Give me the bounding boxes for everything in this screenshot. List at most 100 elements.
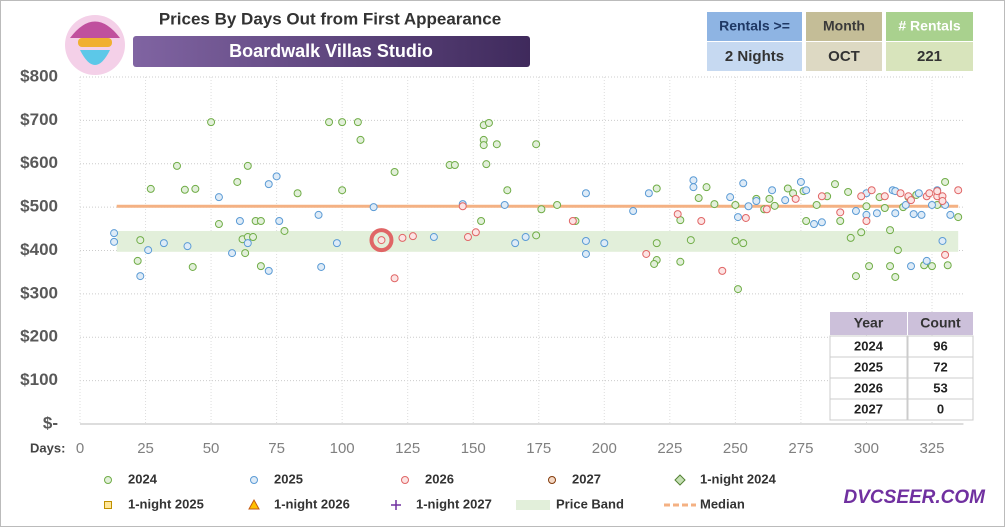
point xyxy=(896,189,905,198)
table-cell xyxy=(907,398,974,421)
point xyxy=(781,196,790,205)
point xyxy=(243,161,252,170)
point xyxy=(907,196,916,205)
info-header-cell xyxy=(707,12,802,41)
point xyxy=(652,184,661,193)
table-value: 72 xyxy=(933,359,947,374)
point xyxy=(532,140,541,149)
point xyxy=(726,193,735,202)
point xyxy=(938,197,947,206)
point xyxy=(398,233,407,242)
info-value-cell xyxy=(806,42,882,71)
point xyxy=(817,192,826,201)
x-axis-label: Days: xyxy=(30,440,65,455)
point xyxy=(812,200,821,209)
point xyxy=(851,272,860,281)
point xyxy=(697,217,706,226)
table-header: Count xyxy=(920,315,961,331)
legend-label: 1-night 2025 xyxy=(128,496,204,511)
y-tick-label: $700 xyxy=(20,110,58,129)
legend-label: Median xyxy=(700,496,745,511)
point xyxy=(752,197,761,206)
point xyxy=(731,200,740,209)
point xyxy=(172,161,181,170)
point xyxy=(521,233,530,242)
point xyxy=(836,208,845,217)
point xyxy=(338,186,347,195)
point xyxy=(941,177,950,186)
info-header-cell xyxy=(886,12,973,41)
point xyxy=(954,213,963,222)
point xyxy=(458,202,467,211)
point xyxy=(553,200,562,209)
legend-label: 2026 xyxy=(425,471,454,486)
chart-title: Prices By Days Out from First Appearance xyxy=(159,9,501,28)
point xyxy=(791,194,800,203)
point xyxy=(909,210,918,219)
table-value: 2026 xyxy=(854,380,883,395)
point xyxy=(390,274,399,283)
y-tick-label: $300 xyxy=(20,283,58,302)
point xyxy=(537,205,546,214)
point xyxy=(694,194,703,203)
point xyxy=(243,239,252,248)
point xyxy=(568,217,577,226)
y-tick-label: $- xyxy=(43,413,58,432)
point xyxy=(733,285,742,294)
legend-label: Price Band xyxy=(556,496,624,511)
x-tick-label: 200 xyxy=(592,440,617,457)
x-tick-label: 75 xyxy=(268,440,285,457)
point xyxy=(317,262,326,271)
point xyxy=(429,233,438,242)
table-value: 53 xyxy=(933,380,947,395)
point xyxy=(503,186,512,195)
point xyxy=(744,202,753,211)
info-header-cell xyxy=(806,12,882,41)
plot-area: $- $100 $200 $300 $400 $500 $600 $700 $800 0 25 50 7… xyxy=(20,66,964,457)
point xyxy=(673,210,682,219)
point xyxy=(872,209,881,218)
point xyxy=(477,217,486,226)
point xyxy=(136,236,145,245)
price-band xyxy=(116,230,959,252)
info-label: Month xyxy=(823,18,865,34)
point xyxy=(886,262,895,271)
point xyxy=(144,246,153,255)
point xyxy=(810,220,819,229)
point xyxy=(865,262,874,271)
table-value: 2025 xyxy=(854,359,883,374)
legend-marker xyxy=(104,476,112,484)
count-table: Year Count 2024 96 2025 72 2026 53 2027 0 xyxy=(829,312,974,421)
point xyxy=(891,272,900,281)
point xyxy=(390,167,399,176)
point xyxy=(511,239,520,248)
point xyxy=(188,262,197,271)
point xyxy=(581,189,590,198)
table-value: 2024 xyxy=(854,338,884,353)
point xyxy=(228,249,237,258)
point xyxy=(893,246,902,255)
point xyxy=(817,218,826,227)
point xyxy=(471,228,480,237)
point xyxy=(676,257,685,266)
legend: 2024 2025 2026 2027 1-night 2024 1-night 2025… xyxy=(104,471,777,511)
table-header-cell xyxy=(908,312,973,335)
point xyxy=(110,237,119,246)
point xyxy=(762,205,771,214)
point xyxy=(739,239,748,248)
point xyxy=(207,118,216,127)
point xyxy=(214,220,223,229)
legend-marker xyxy=(250,476,258,484)
point xyxy=(581,236,590,245)
point xyxy=(180,185,189,194)
watermark: DVCSEER.COM xyxy=(844,487,987,508)
point xyxy=(249,233,258,242)
point xyxy=(880,192,889,201)
legend-label: 2025 xyxy=(274,471,303,486)
point xyxy=(862,217,871,226)
point xyxy=(946,210,955,219)
info-value: OCT xyxy=(828,48,860,65)
point xyxy=(450,161,459,170)
x-tick-label: 300 xyxy=(854,440,879,457)
